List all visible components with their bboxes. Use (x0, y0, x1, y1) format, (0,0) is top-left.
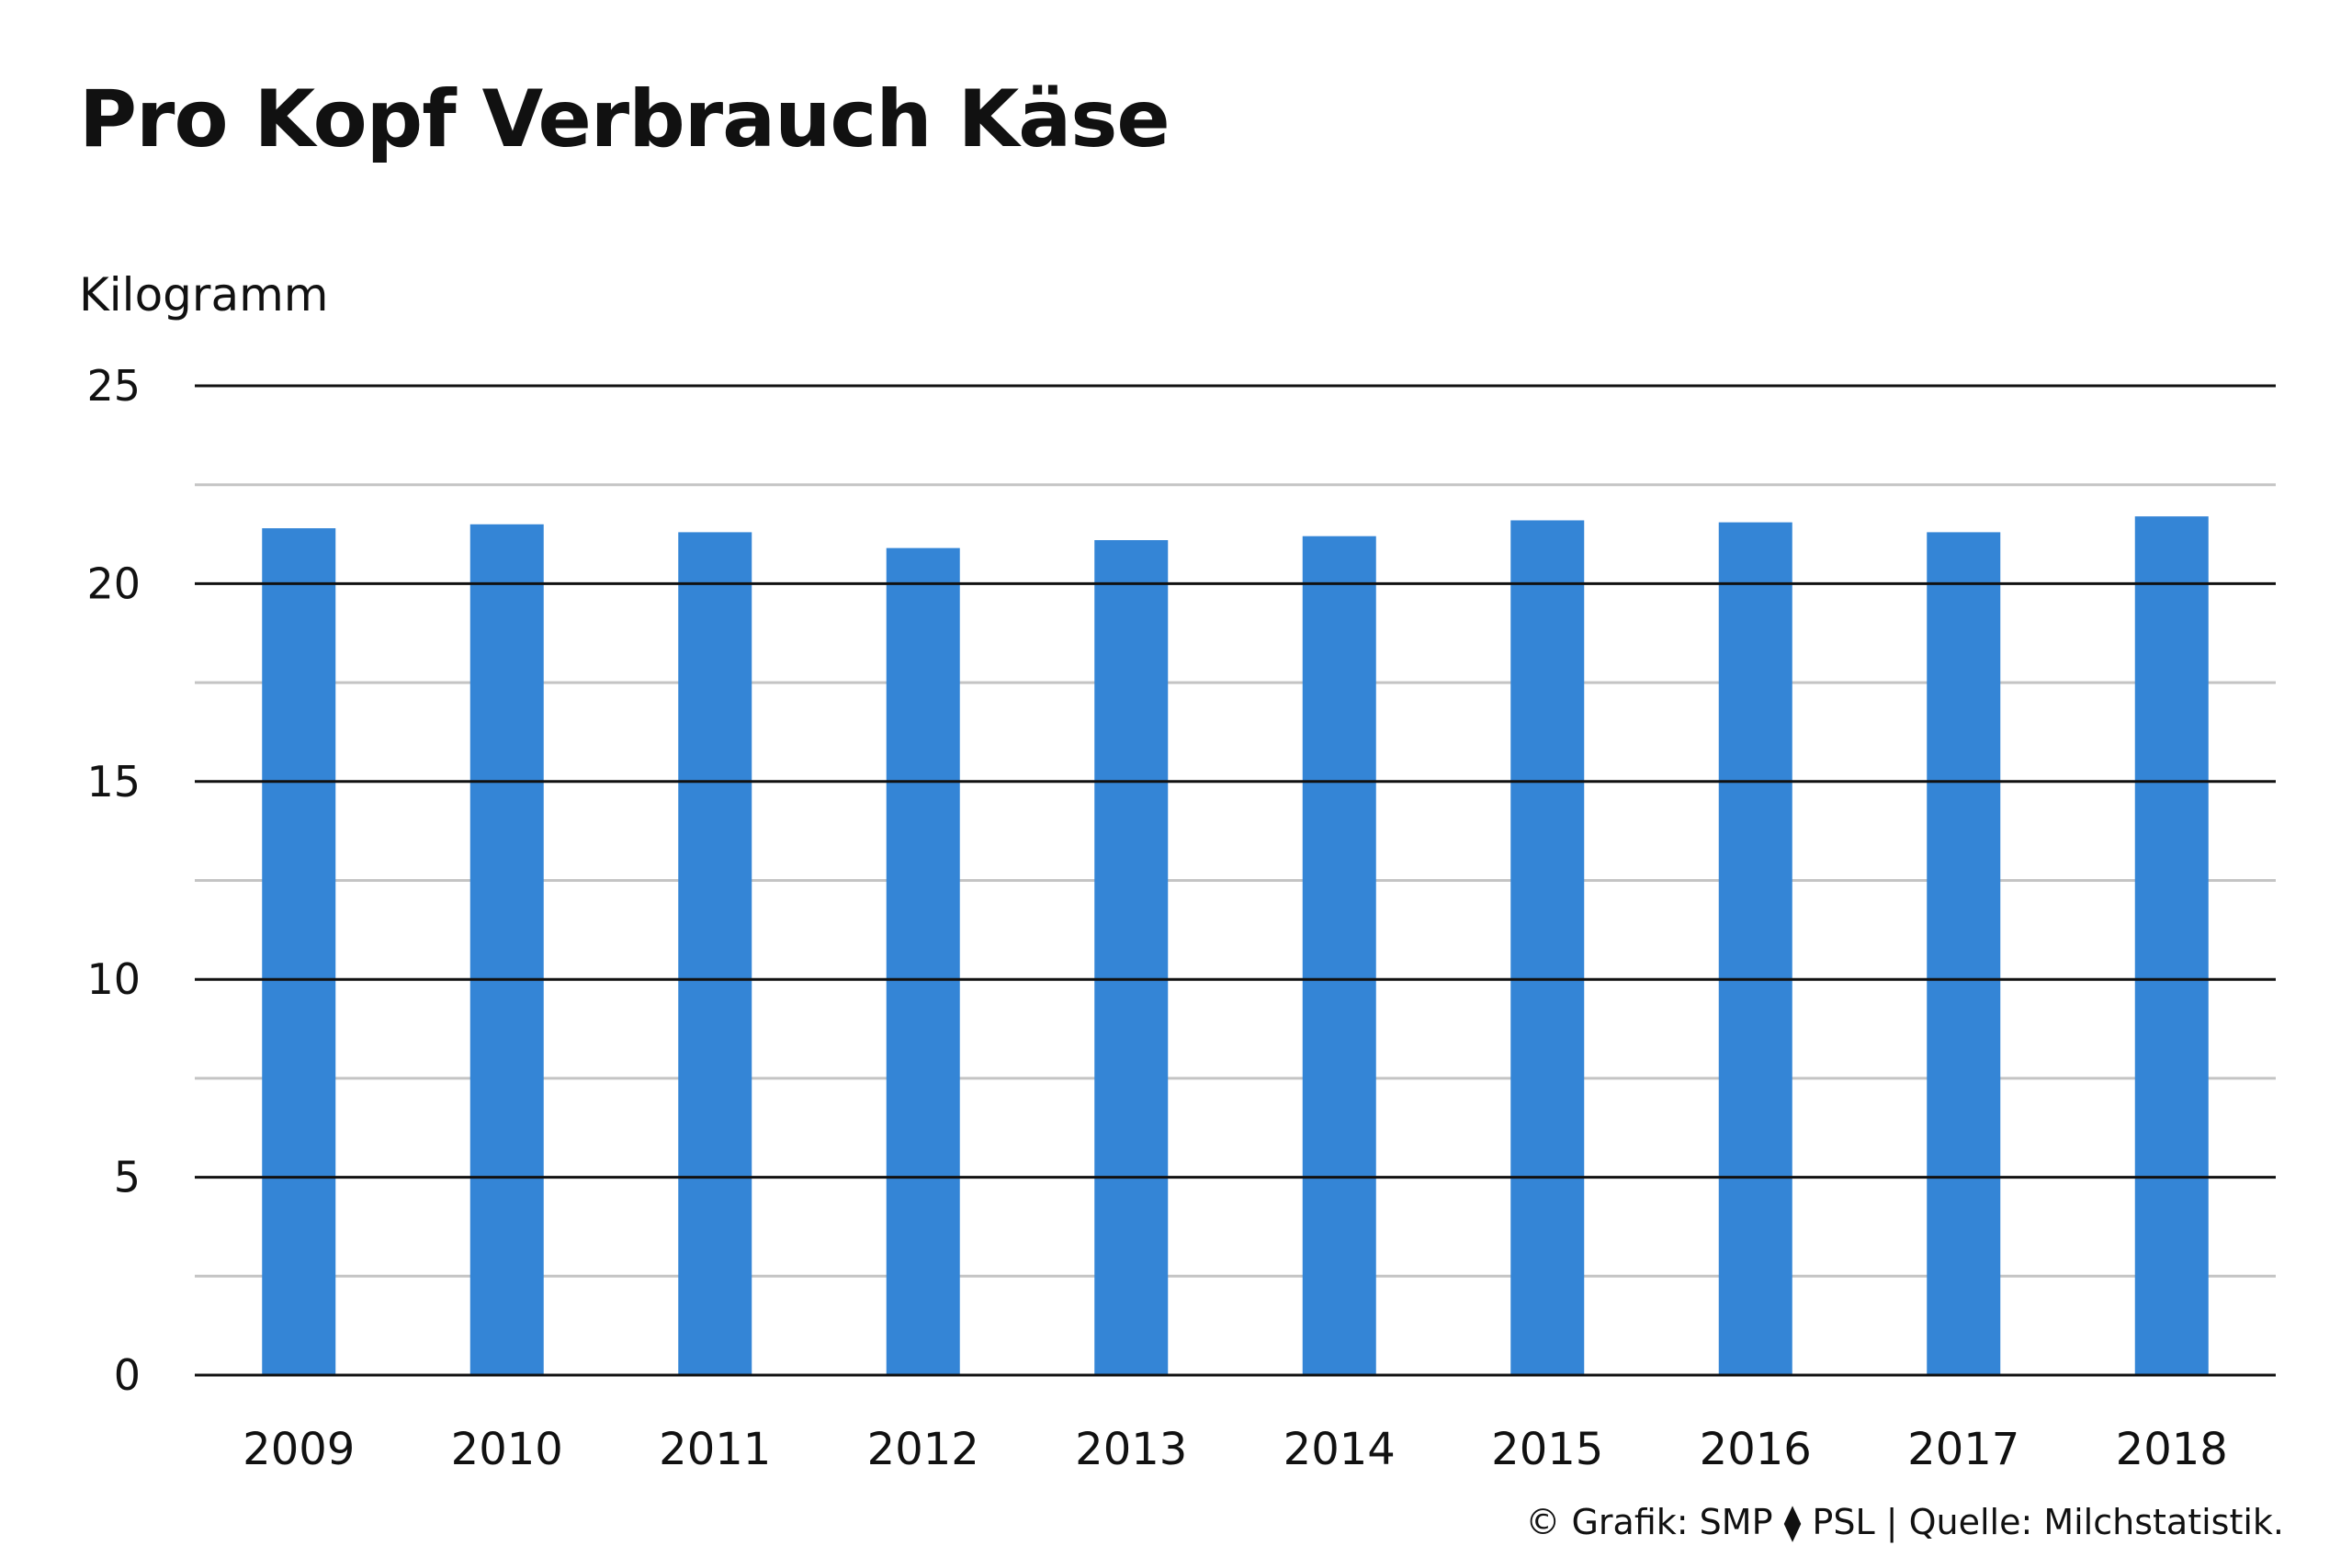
x-tick-label: 2011 (659, 1424, 771, 1475)
bar-2010 (469, 524, 544, 1375)
x-tick-label: 2010 (451, 1424, 563, 1475)
major-gridlines (195, 384, 2276, 1377)
x-tick-label: 2017 (1907, 1424, 2019, 1475)
bar-2012 (886, 547, 960, 1375)
x-tick-label: 2012 (867, 1424, 979, 1475)
y-tick-labels: 0 5 10 15 20 25 (86, 361, 141, 1400)
x-tick-label: 2009 (243, 1424, 355, 1475)
y-axis-label: Kilogramm (79, 268, 329, 321)
y-tick-label: 15 (86, 757, 141, 807)
x-tick-labels: 2009 2010 2011 2012 2013 2014 2015 2016 2017 2018 (243, 1424, 2228, 1475)
y-tick-label: 5 (114, 1153, 141, 1202)
bar-2014 (1302, 536, 1376, 1375)
bar-2015 (1510, 520, 1585, 1375)
y-tick-label: 20 (86, 558, 141, 608)
bar-2017 (1927, 532, 2001, 1375)
bar-2018 (2134, 516, 2209, 1375)
x-tick-label: 2015 (1491, 1424, 1603, 1475)
bar-2013 (1094, 540, 1169, 1375)
source-credit: © Grafik: SMP ⧫ PSL | Quelle: Milchstati… (1525, 1502, 2284, 1542)
bar-2016 (1718, 522, 1792, 1375)
y-tick-label: 10 (86, 954, 141, 1004)
chart-title: Pro Kopf Verbrauch Käse (79, 73, 1170, 165)
y-tick-label: 25 (86, 361, 141, 411)
x-tick-label: 2014 (1283, 1424, 1396, 1475)
y-tick-label: 0 (114, 1350, 141, 1400)
x-tick-label: 2013 (1075, 1424, 1187, 1475)
bars (262, 516, 2209, 1375)
bar-2011 (678, 532, 752, 1375)
bar-2009 (262, 528, 336, 1375)
x-tick-label: 2018 (2116, 1424, 2228, 1475)
x-tick-label: 2016 (1700, 1424, 1812, 1475)
